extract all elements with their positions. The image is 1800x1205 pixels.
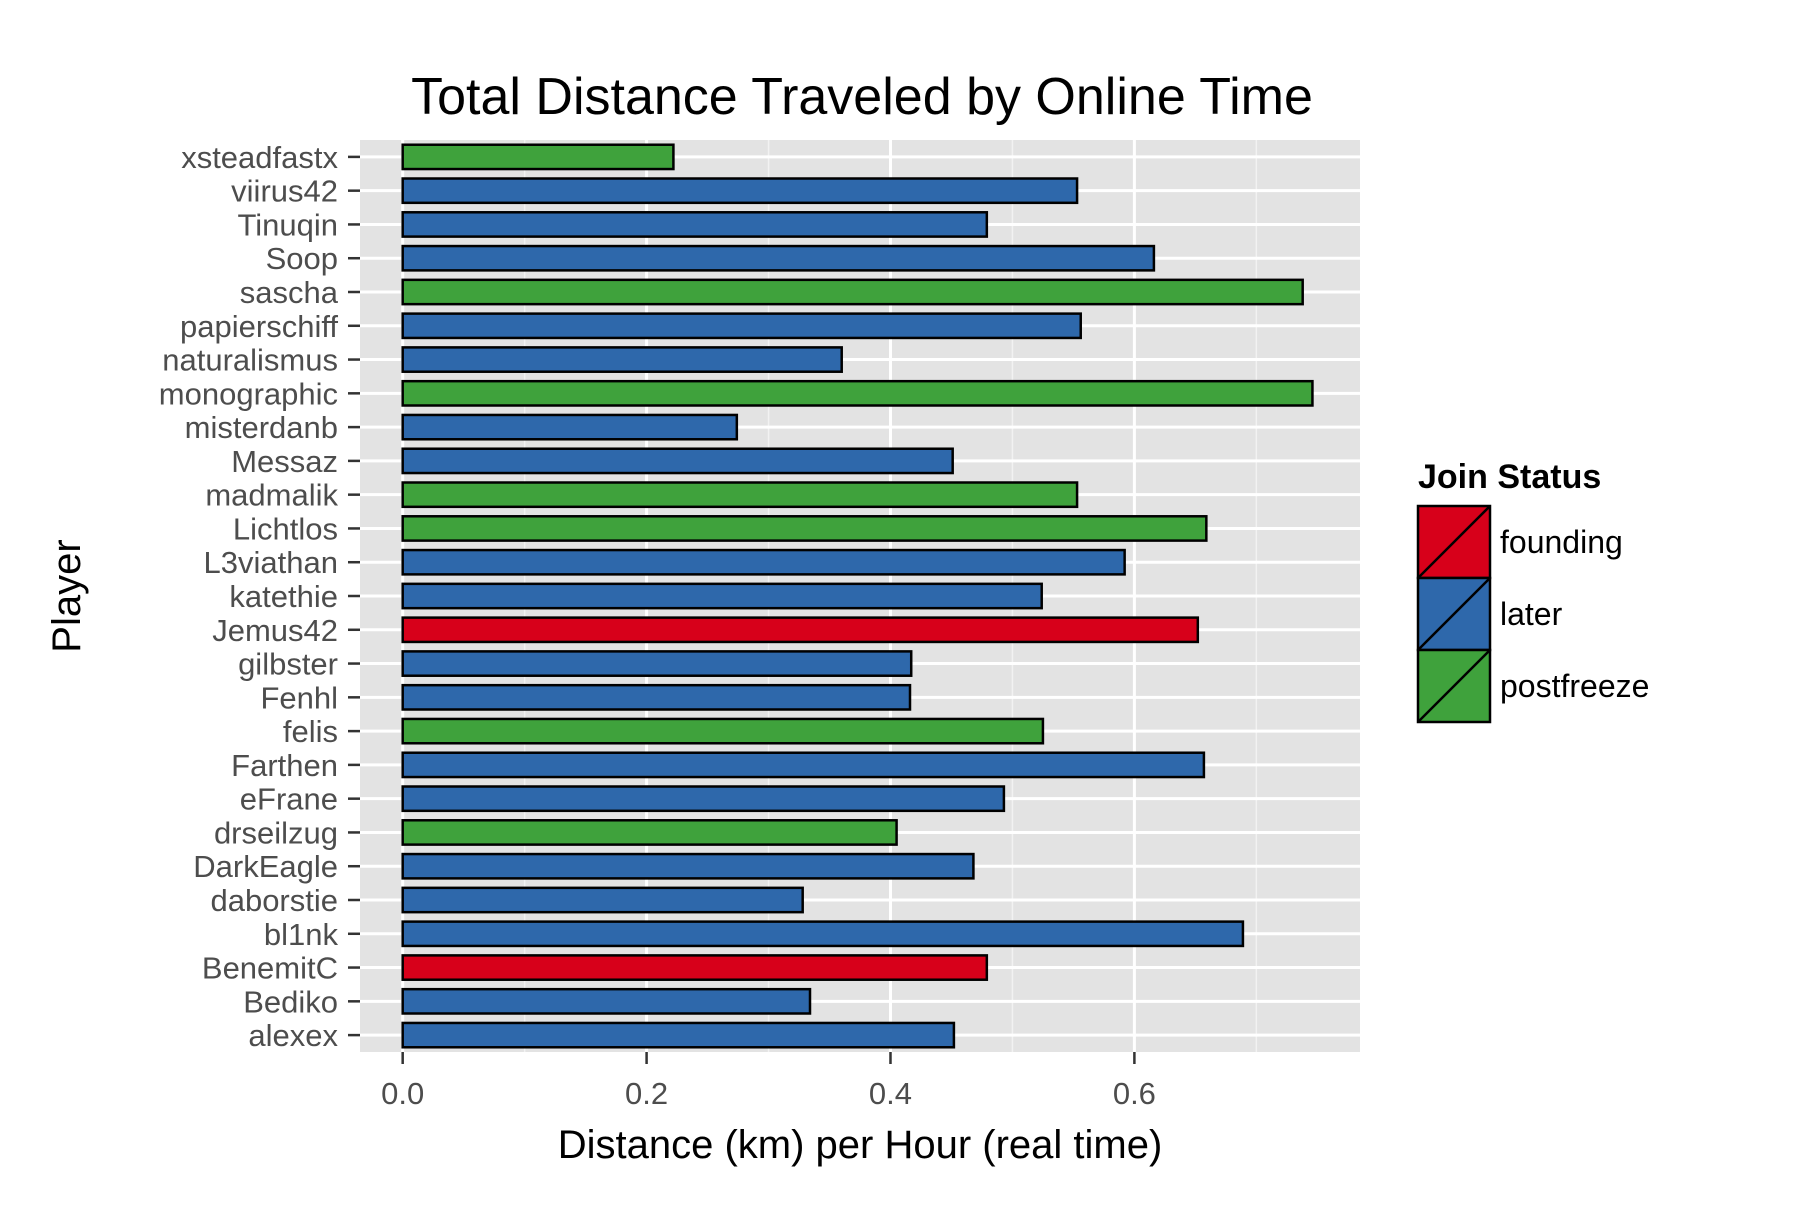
y-tick-label: madmalik xyxy=(205,478,338,513)
bar-naturalismus xyxy=(401,346,843,373)
y-tick-label: alexex xyxy=(248,1018,338,1053)
y-tick-label: sascha xyxy=(240,275,339,310)
legend-entries: founding later postfreeze xyxy=(1416,504,1649,724)
x-axis-tick-labels: 0.0 0.2 0.4 0.6 xyxy=(381,1076,1156,1111)
bar-Jemus42 xyxy=(401,616,1200,644)
bar-bl1nk xyxy=(401,920,1245,948)
bar-gilbster xyxy=(401,650,913,677)
x-tick-label: 0.6 xyxy=(1113,1076,1156,1111)
bar-eFrane xyxy=(401,785,1006,813)
y-tick-label: L3viathan xyxy=(204,545,338,580)
chart-title: Total Distance Traveled by Online Time xyxy=(411,68,1313,126)
bar-papierschiff xyxy=(401,312,1082,340)
bar-alexex xyxy=(401,1021,956,1049)
x-axis-label: Distance (km) per Hour (real time) xyxy=(558,1123,1163,1167)
y-tick-label: viirus42 xyxy=(231,174,338,209)
bar-Tinuqin xyxy=(401,211,989,238)
y-tick-label: misterdanb xyxy=(185,410,338,445)
y-tick-label: xsteadfastx xyxy=(181,140,338,175)
bar-felis xyxy=(401,717,1045,745)
bar-drseilzug xyxy=(401,819,898,846)
bar-daborstie xyxy=(401,886,804,914)
bar-Bediko xyxy=(401,987,812,1015)
y-tick-label: eFrane xyxy=(240,782,338,817)
bar-monographic xyxy=(401,379,1314,407)
y-tick-label: gilbster xyxy=(238,647,338,682)
legend: Join Status founding later postfreeze xyxy=(1416,458,1649,724)
bar-L3viathan xyxy=(401,548,1126,576)
y-tick-label: Farthen xyxy=(231,748,338,783)
x-tick-label: 0.0 xyxy=(381,1076,424,1111)
legend-title: Join Status xyxy=(1418,458,1601,496)
x-tick-label: 0.2 xyxy=(625,1076,668,1111)
bar-xsteadfastx xyxy=(401,143,675,171)
y-tick-label: Soop xyxy=(266,241,338,276)
bar-viirus42 xyxy=(401,177,1079,205)
y-tick-label: monographic xyxy=(159,376,338,411)
x-axis-ticks xyxy=(401,1052,1136,1064)
y-tick-label: felis xyxy=(283,714,338,749)
legend-label-postfreeze: postfreeze xyxy=(1500,668,1649,704)
y-tick-label: DarkEagle xyxy=(193,849,338,884)
bar-misterdanb xyxy=(401,413,739,441)
y-tick-label: daborstie xyxy=(210,883,338,918)
bar-madmalik xyxy=(401,481,1079,509)
bar-BenemitC xyxy=(401,954,989,981)
y-tick-label: Messaz xyxy=(231,444,338,479)
y-axis-label: Player xyxy=(45,539,89,652)
bar-katethie xyxy=(401,582,1043,610)
y-tick-label: katethie xyxy=(229,579,338,614)
legend-label-later: later xyxy=(1500,596,1563,632)
y-tick-label: Bediko xyxy=(243,984,338,1019)
legend-label-founding: founding xyxy=(1500,524,1623,560)
y-tick-label: Lichtlos xyxy=(233,511,338,546)
bar-Messaz xyxy=(401,447,954,475)
y-tick-label: drseilzug xyxy=(214,815,338,850)
y-tick-label: Tinuqin xyxy=(237,207,338,242)
y-tick-label: Jemus42 xyxy=(212,613,338,648)
y-axis-ticks xyxy=(348,155,360,1037)
x-tick-label: 0.4 xyxy=(869,1076,912,1111)
bar-Fenhl xyxy=(401,683,912,711)
bar-sascha xyxy=(401,278,1304,306)
y-tick-label: papierschiff xyxy=(180,309,338,344)
legend-key-slash xyxy=(1417,577,1491,651)
bar-DarkEagle xyxy=(401,852,975,880)
y-tick-label: bl1nk xyxy=(264,917,339,952)
y-tick-label: BenemitC xyxy=(202,951,338,986)
legend-key-slash xyxy=(1417,505,1491,579)
y-axis-tick-labels: xsteadfastxviirus42TinuqinSoopsaschapapi… xyxy=(159,140,339,1053)
y-tick-label: Fenhl xyxy=(260,680,338,715)
legend-key-slash xyxy=(1417,649,1491,723)
bars xyxy=(401,143,1314,1049)
bar-Soop xyxy=(401,244,1156,272)
y-tick-label: naturalismus xyxy=(162,343,338,378)
bar-Lichtlos xyxy=(401,515,1208,542)
bar-Farthen xyxy=(401,751,1206,779)
